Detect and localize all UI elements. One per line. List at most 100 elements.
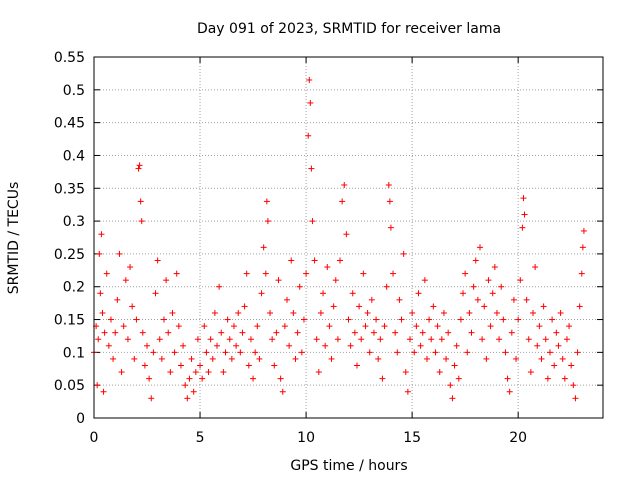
data-point <box>171 349 178 356</box>
data-point <box>110 355 117 362</box>
data-point <box>449 395 456 402</box>
data-point <box>398 316 405 323</box>
data-point <box>347 342 354 349</box>
data-point <box>443 355 450 362</box>
data-point <box>426 316 433 323</box>
data-point <box>423 355 430 362</box>
data-point <box>402 369 409 376</box>
data-point <box>190 388 197 395</box>
data-point <box>445 329 452 336</box>
data-point <box>436 369 443 376</box>
plot-frame <box>93 56 604 419</box>
data-point <box>254 323 261 330</box>
data-point <box>470 283 477 290</box>
data-point <box>432 349 439 356</box>
data-point <box>199 375 206 382</box>
data-point <box>120 323 127 330</box>
data-point <box>148 395 155 402</box>
data-point <box>387 224 394 231</box>
data-point <box>379 375 386 382</box>
data-point <box>247 336 254 343</box>
data-point <box>107 316 114 323</box>
data-point <box>156 336 163 343</box>
data-point <box>483 355 490 362</box>
data-point <box>258 290 265 297</box>
data-point <box>122 277 129 284</box>
data-point <box>390 270 397 277</box>
data-point <box>250 375 257 382</box>
data-point <box>578 270 585 277</box>
data-point <box>559 355 566 362</box>
data-point <box>313 336 320 343</box>
x-axis-label: GPS time / hours <box>290 458 407 474</box>
data-point <box>447 382 454 389</box>
data-point <box>345 316 352 323</box>
data-point <box>489 290 496 297</box>
data-point <box>525 336 532 343</box>
data-point <box>118 369 125 376</box>
data-point <box>320 290 327 297</box>
data-point <box>546 349 553 356</box>
data-point <box>192 369 199 376</box>
data-point <box>400 250 407 257</box>
data-point <box>100 388 107 395</box>
data-point <box>141 362 148 369</box>
data-point <box>362 323 369 330</box>
data-point <box>131 355 138 362</box>
data-point <box>286 342 293 349</box>
data-point <box>180 342 187 349</box>
data-point <box>303 270 310 277</box>
data-point <box>341 181 348 188</box>
x-tick-label: 15 <box>403 430 421 446</box>
data-point <box>116 250 123 257</box>
data-point <box>502 349 509 356</box>
data-point <box>177 362 184 369</box>
data-point <box>98 231 105 238</box>
data-point <box>237 349 244 356</box>
data-point <box>493 309 500 316</box>
data-point <box>186 375 193 382</box>
data-point <box>360 270 367 277</box>
data-point <box>496 336 503 343</box>
data-point <box>309 218 316 225</box>
data-point <box>273 329 280 336</box>
data-point <box>308 165 315 172</box>
data-point <box>572 395 579 402</box>
data-point <box>383 283 390 290</box>
data-point <box>260 244 267 251</box>
data-point <box>396 296 403 303</box>
data-point <box>455 375 462 382</box>
y-tick-label: 0.35 <box>54 181 85 197</box>
data-point <box>163 277 170 284</box>
data-point <box>256 355 263 362</box>
data-point <box>566 323 573 330</box>
data-point <box>574 349 581 356</box>
data-point <box>184 395 191 402</box>
data-point <box>241 303 248 310</box>
data-point <box>366 349 373 356</box>
data-point <box>175 323 182 330</box>
x-tick-label: 20 <box>509 430 527 446</box>
data-point <box>527 369 534 376</box>
data-point <box>326 323 333 330</box>
data-point <box>479 336 486 343</box>
data-point <box>481 303 488 310</box>
data-point <box>207 336 214 343</box>
y-tick-label: 0.2 <box>63 280 85 296</box>
y-tick-label: 0.15 <box>54 313 85 329</box>
data-point <box>281 323 288 330</box>
data-point <box>377 336 384 343</box>
data-point <box>298 349 305 356</box>
data-point <box>230 323 237 330</box>
data-point <box>549 316 556 323</box>
data-point <box>328 355 335 362</box>
data-point <box>520 195 527 202</box>
data-point <box>267 309 274 316</box>
data-point <box>568 362 575 369</box>
data-point <box>491 264 498 271</box>
data-point <box>351 329 358 336</box>
data-point <box>262 270 269 277</box>
data-point <box>216 283 223 290</box>
data-point <box>536 323 543 330</box>
